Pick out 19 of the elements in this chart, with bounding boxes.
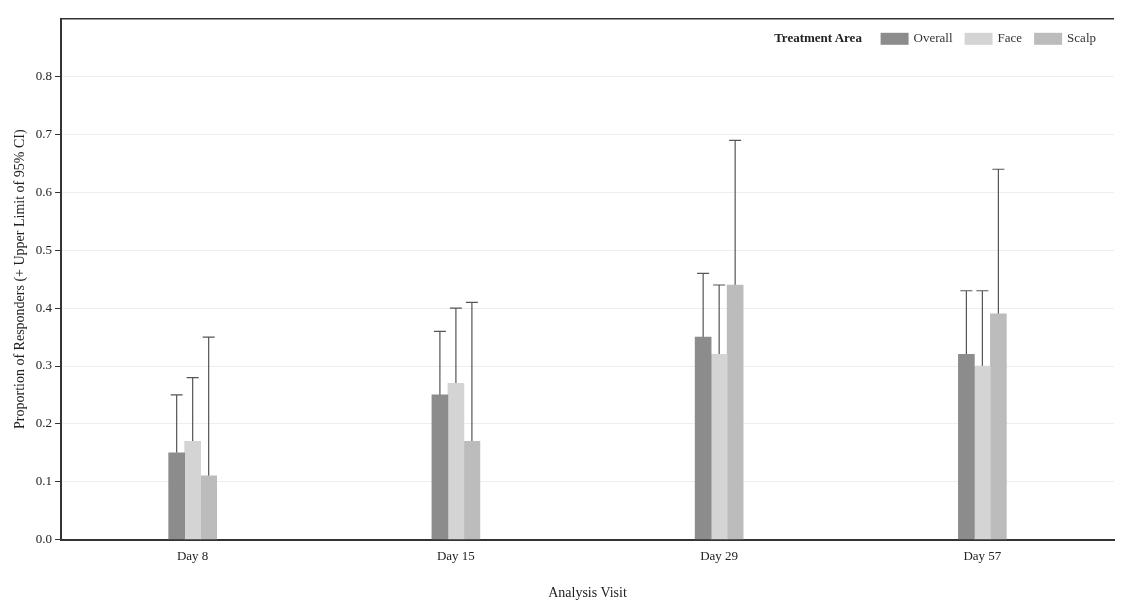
x-tick-label: Day 15 (436, 547, 475, 563)
x-axis-title: Analysis Visit (548, 585, 627, 601)
y-tick-label: 0.7 (35, 125, 53, 141)
y-tick-label: 0.2 (35, 415, 53, 431)
legend-label: Face (997, 30, 1023, 46)
y-tick-label: 0.4 (35, 299, 53, 315)
legend-title: Treatment Area (774, 30, 863, 46)
y-axis-title: Proportion of Responders (+ Upper Limit of 95% CI) (12, 129, 29, 429)
y-tick-label: 0.3 (35, 357, 53, 373)
x-tick-label: Day 57 (963, 547, 1002, 563)
y-tick-label: 0.5 (35, 241, 53, 257)
legend-label: Scalp (1067, 30, 1097, 46)
x-tick-label: Day 29 (700, 547, 739, 563)
y-tick-label: 0.6 (35, 183, 53, 199)
y-tick-label: 0.8 (35, 68, 53, 84)
y-tick-label: 0.0 (35, 531, 53, 547)
x-tick-label: Day 8 (176, 547, 209, 563)
y-tick-label: 0.1 (35, 473, 53, 489)
legend-label: Overall (913, 30, 953, 46)
